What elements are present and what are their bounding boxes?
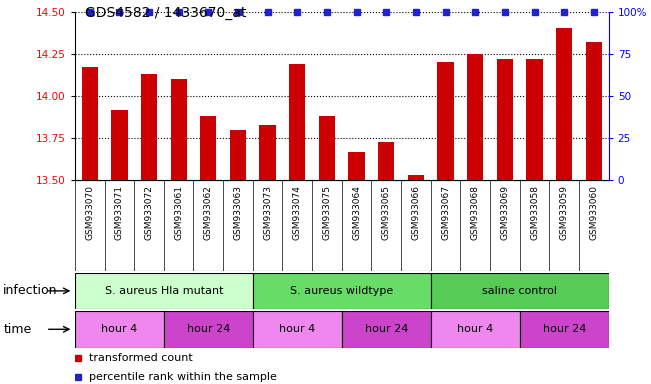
Text: GSM933065: GSM933065 [381, 185, 391, 240]
Text: hour 24: hour 24 [187, 324, 230, 334]
Text: GSM933066: GSM933066 [411, 185, 421, 240]
Bar [75, 311, 164, 348]
Bar [200, 116, 217, 180]
Text: GSM933072: GSM933072 [145, 185, 154, 240]
Bar [556, 28, 572, 180]
Text: GSM933069: GSM933069 [501, 185, 509, 240]
Text: GSM933075: GSM933075 [322, 185, 331, 240]
Text: GSM933067: GSM933067 [441, 185, 450, 240]
Text: GSM933061: GSM933061 [174, 185, 183, 240]
Bar [141, 74, 157, 180]
Bar [253, 311, 342, 348]
Bar [81, 67, 98, 180]
Bar [260, 125, 276, 180]
Text: GSM933064: GSM933064 [352, 185, 361, 240]
Bar [408, 175, 424, 180]
Bar [230, 130, 246, 180]
Bar [586, 42, 602, 180]
Text: hour 4: hour 4 [279, 324, 316, 334]
Text: GDS4582 / 1433670_at: GDS4582 / 1433670_at [85, 6, 246, 20]
Bar [348, 152, 365, 180]
Text: hour 24: hour 24 [365, 324, 408, 334]
Text: GSM933071: GSM933071 [115, 185, 124, 240]
Text: GSM933068: GSM933068 [471, 185, 480, 240]
Bar [289, 64, 305, 180]
Text: transformed count: transformed count [89, 353, 193, 363]
Bar [75, 273, 253, 309]
Bar [111, 109, 128, 180]
Bar [527, 59, 543, 180]
Bar [342, 311, 431, 348]
Bar [164, 311, 253, 348]
Text: time: time [3, 323, 31, 336]
Text: hour 24: hour 24 [542, 324, 586, 334]
Text: GSM933073: GSM933073 [263, 185, 272, 240]
Bar [319, 116, 335, 180]
Bar [378, 142, 395, 180]
Text: GSM933062: GSM933062 [204, 185, 213, 240]
Text: percentile rank within the sample: percentile rank within the sample [89, 372, 277, 382]
Text: GSM933074: GSM933074 [293, 185, 302, 240]
Bar [431, 311, 519, 348]
Text: infection: infection [3, 285, 58, 297]
Text: S. aureus Hla mutant: S. aureus Hla mutant [105, 286, 223, 296]
Bar [171, 79, 187, 180]
Bar [253, 273, 431, 309]
Bar [497, 59, 513, 180]
Text: hour 4: hour 4 [101, 324, 137, 334]
Text: GSM933063: GSM933063 [234, 185, 242, 240]
Text: saline control: saline control [482, 286, 557, 296]
Bar [467, 54, 484, 180]
Text: GSM933059: GSM933059 [560, 185, 569, 240]
Text: S. aureus wildtype: S. aureus wildtype [290, 286, 393, 296]
Text: GSM933070: GSM933070 [85, 185, 94, 240]
Text: hour 4: hour 4 [457, 324, 493, 334]
Bar [437, 62, 454, 180]
Bar [431, 273, 609, 309]
Bar [519, 311, 609, 348]
Text: GSM933060: GSM933060 [589, 185, 598, 240]
Text: GSM933058: GSM933058 [530, 185, 539, 240]
